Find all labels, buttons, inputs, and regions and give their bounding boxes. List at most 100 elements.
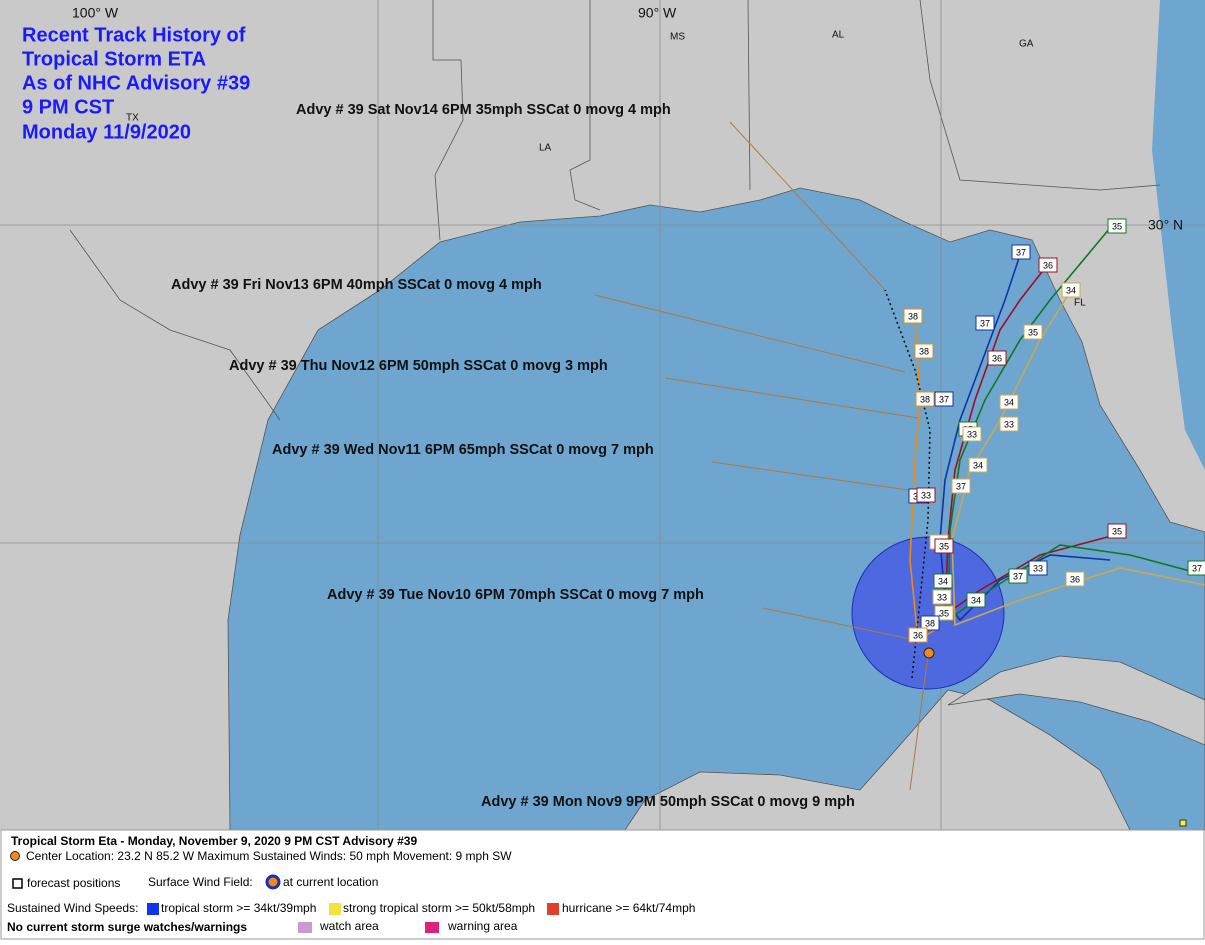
leader	[729, 121, 886, 291]
labels: 3537363435373638383837343335333437363336…	[22, 5, 1205, 810]
annotation: Advy # 39 Fri Nov13 6PM 40mph SSCat 0 mo…	[171, 277, 542, 293]
atlantic	[1152, 0, 1205, 470]
legend-watch: watch area	[319, 919, 379, 933]
label-box	[920, 615, 940, 631]
place-label: FL	[1074, 298, 1086, 309]
legend-details: Center Location: 23.2 N 85.2 W Maximum S…	[26, 849, 512, 863]
title-line: Monday 11/9/2020	[22, 121, 191, 143]
label-box	[1107, 218, 1127, 234]
track-label: 34	[973, 460, 983, 470]
graticule	[0, 0, 1205, 830]
label-box	[966, 592, 986, 608]
legend-sts: strong tropical storm >= 50kt/58mph	[343, 901, 535, 915]
track-label: 35	[1112, 221, 1122, 231]
label-box	[1061, 282, 1081, 298]
annotation: Advy # 39 Thu Nov12 6PM 50mph SSCat 0 mo…	[229, 358, 608, 374]
label-box	[1011, 244, 1031, 260]
label-box	[908, 627, 928, 643]
legend-ts-swatch	[147, 903, 159, 915]
track-label: 37	[956, 481, 966, 491]
legend-warning-swatch	[425, 922, 439, 933]
point	[1179, 819, 1187, 827]
border	[569, 0, 601, 211]
track-label: 33	[1004, 419, 1014, 429]
leader	[711, 461, 923, 493]
track-label: 35	[1028, 327, 1038, 337]
grid-label: 30° N	[1148, 217, 1183, 233]
cuba	[947, 655, 1205, 746]
label-box	[999, 394, 1019, 410]
place-label: AL	[832, 30, 845, 41]
legend-current: at current location	[283, 875, 378, 889]
border	[432, 0, 464, 241]
label-box	[962, 426, 982, 442]
label-box	[1008, 568, 1028, 584]
track-label: 38	[919, 346, 929, 356]
track-label: 38	[920, 394, 930, 404]
track-label: 36	[992, 353, 1002, 363]
grid-label: 90° W	[638, 5, 677, 21]
legend-hu-swatch	[547, 903, 559, 915]
legend-heading: Tropical Storm Eta - Monday, November 9,…	[11, 834, 417, 848]
track-label: 37	[1192, 563, 1202, 573]
legend-warning: warning area	[447, 919, 518, 933]
legend-surge: No current storm surge watches/warnings	[7, 920, 247, 934]
track-label: 33	[937, 592, 947, 602]
legend-hu: hurricane >= 64kt/74mph	[562, 901, 695, 915]
label-box	[1107, 523, 1127, 539]
legend-speeds: Sustained Wind Speeds:	[7, 901, 138, 915]
label-box	[987, 350, 1007, 366]
legend-wind-field: Surface Wind Field:	[148, 875, 253, 889]
track-label: 36	[1043, 260, 1053, 270]
label-box	[914, 343, 934, 359]
legend-forecast: forecast positions	[27, 876, 120, 890]
leaders	[594, 121, 929, 791]
legend-ts: tropical storm >= 34kt/39mph	[161, 901, 316, 915]
label-box	[951, 478, 971, 494]
place-label: TX	[126, 113, 139, 124]
label-box	[934, 391, 954, 407]
leader	[664, 377, 919, 419]
label-box	[968, 457, 988, 473]
legend-sts-swatch	[329, 903, 341, 915]
label-box	[915, 391, 935, 407]
annotation: Advy # 39 Tue Nov10 6PM 70mph SSCat 0 mo…	[327, 587, 704, 603]
track	[884, 289, 931, 679]
track-label: 33	[921, 490, 931, 500]
track-label: 37	[939, 394, 949, 404]
track-label: 34	[938, 576, 948, 586]
border	[69, 229, 281, 421]
grid-label: 100° W	[72, 5, 119, 21]
legend-forecast-icon	[12, 878, 23, 889]
wind-field	[851, 536, 1005, 690]
legend-wind-icon	[265, 874, 281, 890]
leader	[594, 294, 906, 373]
label-box	[975, 315, 995, 331]
annotation: Advy # 39 Wed Nov11 6PM 65mph SSCat 0 mo…	[272, 442, 654, 458]
track-label: 38	[925, 618, 935, 628]
label-box	[903, 308, 923, 324]
place-label: LA	[539, 143, 552, 154]
label-box	[1038, 257, 1058, 273]
label-box	[1028, 560, 1048, 576]
label-box	[999, 416, 1019, 432]
track-label: 33	[967, 429, 977, 439]
label-box	[932, 589, 952, 605]
current-position	[923, 647, 935, 659]
track-label: 35	[1112, 526, 1122, 536]
title-line: Tropical Storm ETA	[22, 48, 206, 70]
title-line: 9 PM CST	[22, 96, 114, 118]
label-box	[934, 538, 954, 554]
label-box	[1187, 560, 1205, 576]
track-label: 37	[980, 318, 990, 328]
track-label: 37	[1016, 247, 1026, 257]
legend-box	[0, 829, 1205, 940]
border	[747, 0, 751, 191]
track-label: 37	[1013, 571, 1023, 581]
track-label: 33	[1033, 563, 1043, 573]
annotation: Advy # 39 Mon Nov9 9PM 50mph SSCat 0 mov…	[481, 794, 855, 810]
track-label: 38	[908, 311, 918, 321]
annotation: Advy # 39 Sat Nov14 6PM 35mph SSCat 0 mo…	[296, 102, 671, 118]
title-line: Recent Track History of	[22, 24, 246, 46]
